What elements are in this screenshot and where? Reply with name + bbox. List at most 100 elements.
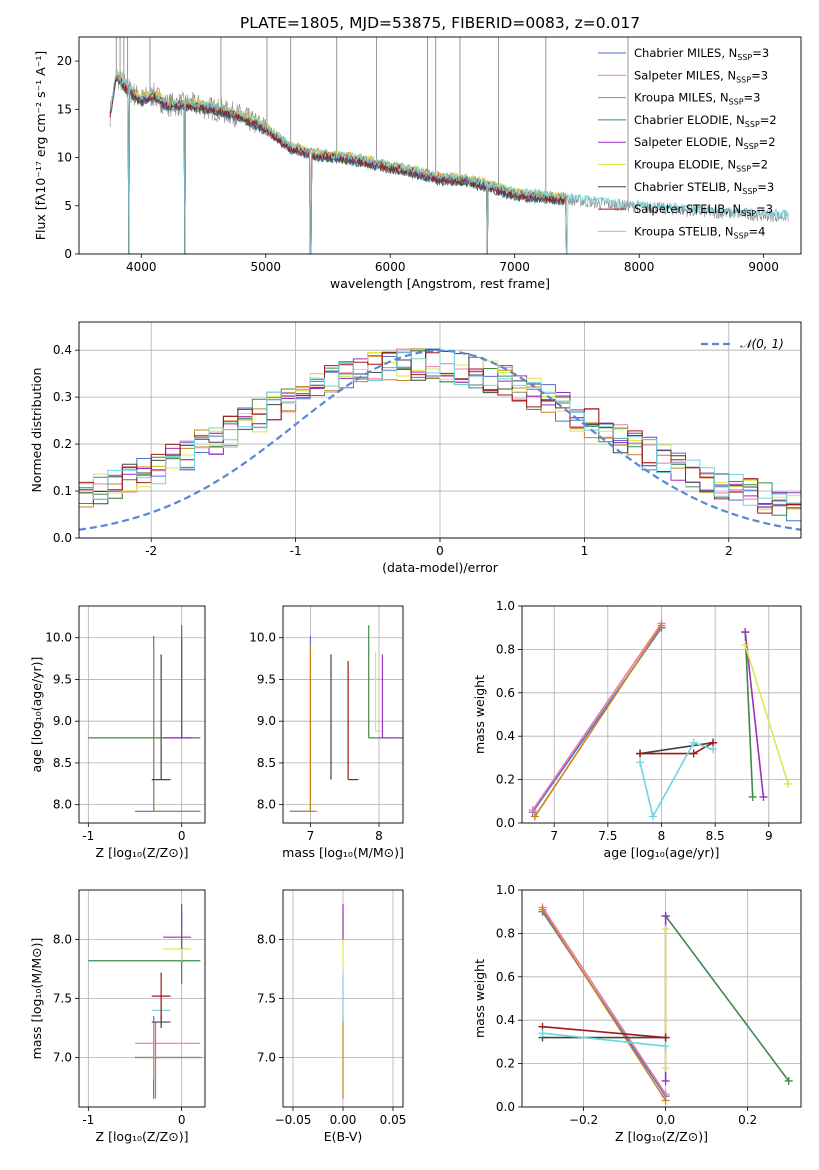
y-tick-label: 9.5 [53,672,72,686]
x-tick-label: 0 [178,1113,186,1127]
axes-frame [282,889,404,1108]
axes-frame [521,889,802,1108]
weight-marker [530,812,539,821]
weight-marker [689,738,698,747]
y-tick-label: 8.0 [53,933,72,947]
legend-suffix: =3 [756,202,773,216]
weight-marker [689,749,698,758]
x-tick-label: -1 [290,544,302,558]
figure-title: PLATE=1805, MJD=53875, FIBERID=0083, z=0… [240,14,640,32]
panel-weight-vs-age: 7 7.5 8 8.5 9 0.0 0.2 0.4 0.6 0.8 1.0 age [log₁₀(ag… [472,599,802,860]
legend-label: Salpeter MILES, NSSP=3 [634,68,768,84]
legend-sub: SSP [745,120,760,129]
weight-line-2 [541,909,667,1101]
axes-frame [78,36,802,255]
axes-frame [78,321,802,539]
y-tick-label: 0.1 [53,484,72,498]
y-tick-label: 10.0 [45,631,72,645]
x-axis-label: wavelength [Angstrom, rest frame] [330,276,550,291]
y-tick-label: 8.5 [257,756,276,770]
x-tick-label: 5000 [250,260,281,274]
weight-marker [636,749,645,758]
y-tick-label: 10 [57,151,72,165]
y-tick-label: 0.4 [496,1013,515,1027]
y-tick-label: 0.6 [496,970,515,984]
weight-marker [661,925,670,934]
legend-sub: SSP [742,187,757,196]
weight-line-4 [744,631,765,798]
x-axis-label: mass [log₁₀(M/M⊙)] [282,845,404,860]
y-tick-label: 15 [57,102,72,116]
weight-line-3 [664,915,790,1082]
plot-area-residual-histogram [79,348,801,531]
plot-area-spectrum [109,37,789,254]
weight-marker [741,628,750,637]
legend-sub: SSP [736,75,751,84]
weight-marker [661,1042,670,1051]
weight-line-2 [534,625,663,817]
panel-spectrum: 4000 5000 6000 7000 8000 9000 0 5 10 15 20 waveleng… [33,36,802,291]
legend-suffix: =2 [759,135,776,149]
weight-marker [538,905,547,914]
x-tick-label: 6000 [375,260,406,274]
x-tick-label: 2 [725,544,733,558]
y-tick-label: 7.5 [257,992,276,1006]
y-tick-label: 0.2 [53,437,72,451]
y-tick-label: 5 [64,199,72,213]
y-tick-label: 0.4 [53,343,72,357]
legend-label: Salpeter ELODIE, NSSP=2 [634,135,776,151]
x-tick-label: 9 [765,829,773,843]
legend-suffix: =3 [751,68,768,82]
plot-area-age-vs-Z [88,625,201,812]
weight-marker [661,1096,670,1105]
weight-line-3 [744,631,754,798]
gaussian-curve [79,349,801,531]
histogram-step-3 [79,350,801,516]
y-tick-label: 0.8 [496,642,515,656]
y-tick-label: 0.0 [53,531,72,545]
weight-marker [784,1076,793,1085]
legend-suffix: =3 [752,46,769,60]
x-tick-label: −0.2 [569,1113,598,1127]
x-tick-label: 4000 [126,260,157,274]
axes-frame [78,605,206,824]
legend-label: Salpeter STELIB, NSSP=3 [634,202,773,218]
x-axis-label: Z [log₁₀(Z/Z⊙)] [96,845,189,860]
weight-line-5 [744,644,789,785]
weight-marker [709,745,718,754]
x-tick-label: 7000 [499,260,530,274]
legend-suffix: =3 [744,91,761,105]
panel-mass-vs-EBV: −0.05 0.00 0.05 7.0 7.5 8.0 E(B-V) [257,889,407,1144]
x-tick-label: 9000 [748,260,779,274]
x-tick-label: 0.05 [380,1113,407,1127]
y-tick-label: 9.0 [257,714,276,728]
panel-weight-vs-Z: −0.2 0.0 0.2 0.0 0.2 0.4 0.6 0.8 1.0 Z [log₁₀(Z/Z… [472,883,802,1144]
y-tick-label: 0.0 [496,1100,515,1114]
y-tick-label: 8.0 [53,798,72,812]
legend-suffix: =2 [751,158,768,172]
x-tick-label: 8 [658,829,666,843]
y-tick-label: 0.2 [496,1057,515,1071]
weight-marker [661,1033,670,1042]
y-axis-label: Flux [fλ10⁻¹⁷ erg cm⁻² s⁻¹ A⁻¹] [33,51,48,240]
weight-marker [657,621,666,630]
y-tick-label: 8.0 [257,933,276,947]
x-tick-label: 0 [436,544,444,558]
weight-marker [661,1063,670,1072]
weight-marker [784,779,793,788]
legend-sub: SSP [736,165,751,174]
y-tick-label: 10.0 [249,631,276,645]
x-tick-label: -1 [82,1113,94,1127]
axes-frame [78,889,206,1108]
weight-marker [538,1029,547,1038]
model-line-8 [109,68,789,254]
weight-marker [648,812,657,821]
legend-sub: SSP [734,231,749,240]
legend-label: Chabrier STELIB, NSSP=3 [634,180,774,196]
weight-line-8 [639,741,714,819]
y-tick-label: 0.4 [496,729,515,743]
panel-age-vs-Z: -1 0 8.0 8.5 9.0 9.5 10.0 Z [log₁₀(Z/Z⊙)] age [l… [29,605,206,860]
y-tick-label: 0.3 [53,390,72,404]
panel-mass-vs-Z: -1 0 7.0 7.5 8.0 Z [log₁₀(Z/Z⊙)] mass [log₁₀(M… [29,889,206,1144]
y-tick-label: 7.5 [53,992,72,1006]
